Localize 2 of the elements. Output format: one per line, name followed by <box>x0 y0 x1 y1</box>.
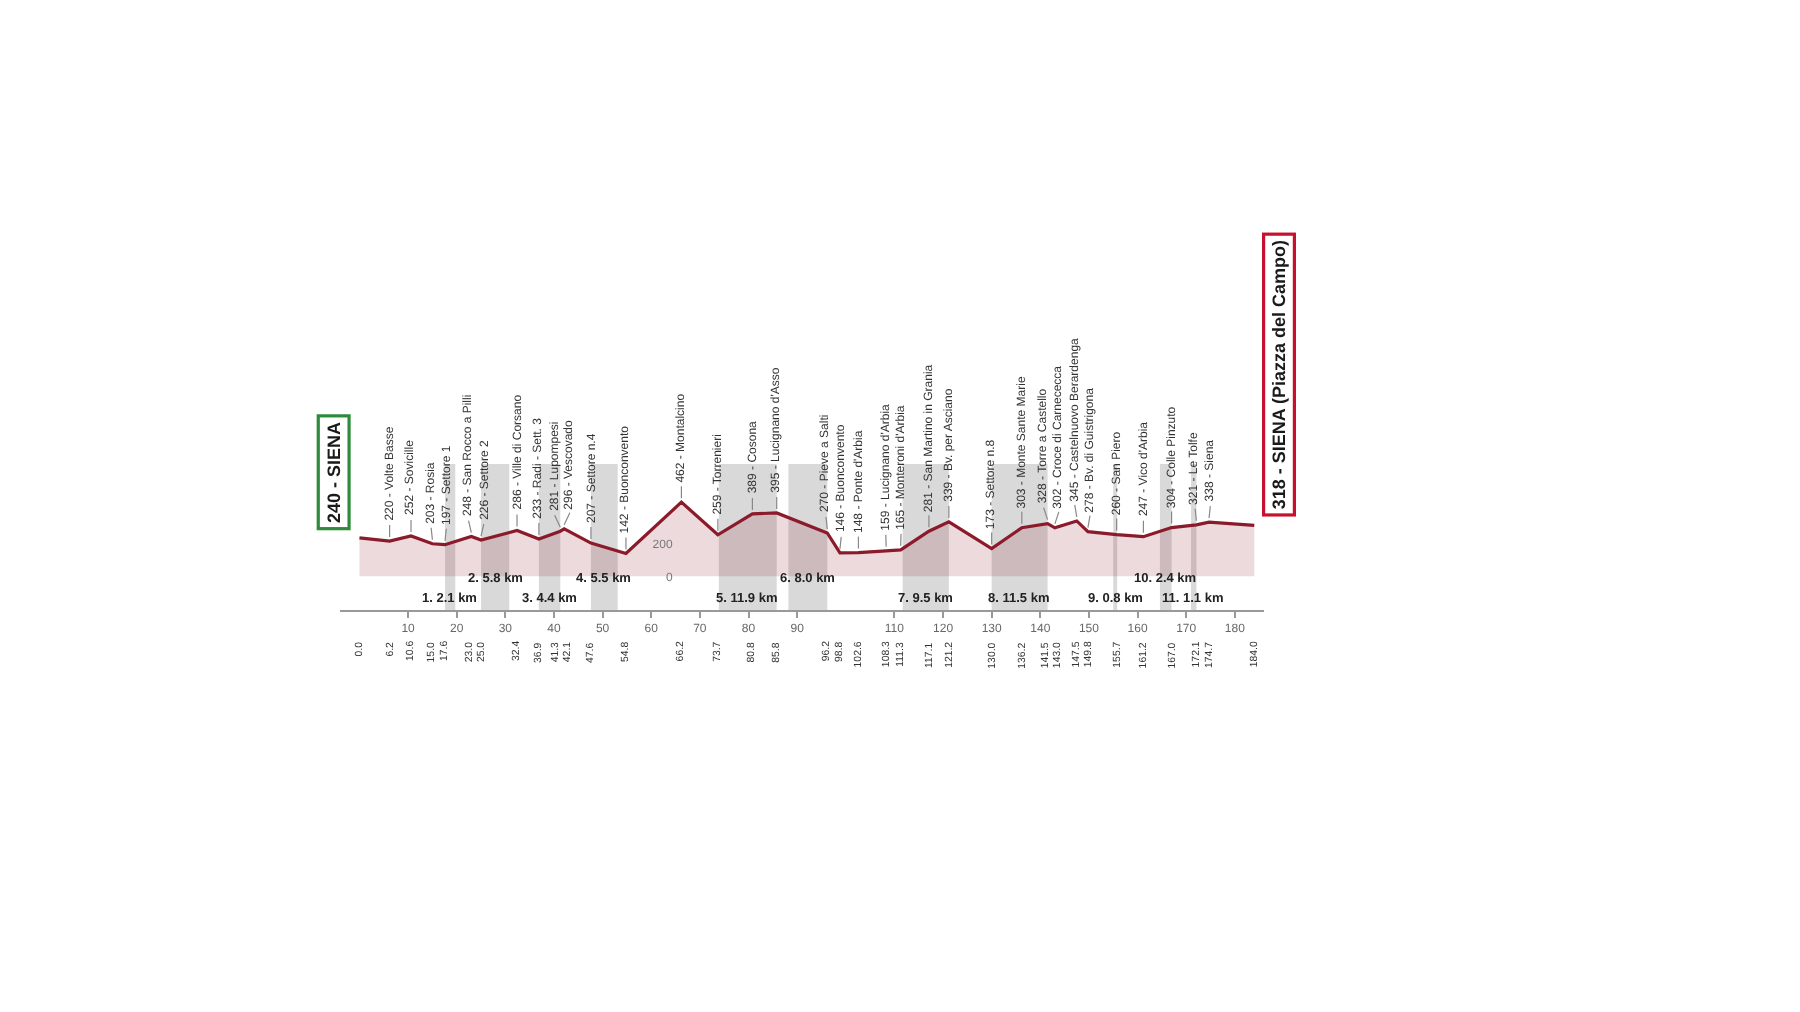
annotation: 318 - SIENA (Piazza del Campo) <box>1269 239 1290 510</box>
annotation: 240 - SIENA <box>323 421 344 524</box>
